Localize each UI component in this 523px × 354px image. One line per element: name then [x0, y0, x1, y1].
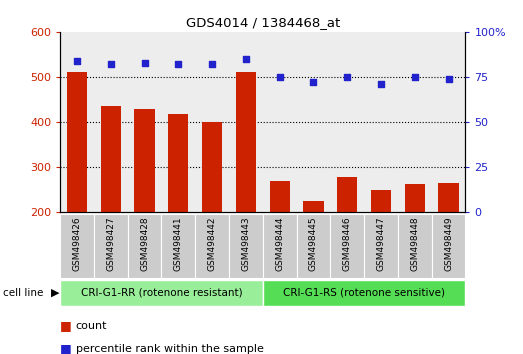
Bar: [168, 114, 188, 212]
Bar: [297, 214, 331, 278]
Text: GSM498442: GSM498442: [208, 216, 217, 270]
Point: [343, 74, 351, 80]
Bar: [337, 177, 357, 212]
Point: [411, 74, 419, 80]
Bar: [202, 122, 222, 212]
Text: GSM498427: GSM498427: [106, 216, 115, 271]
Bar: [60, 32, 94, 212]
Text: GSM498448: GSM498448: [411, 216, 419, 271]
Point: [242, 56, 250, 62]
Bar: [134, 109, 155, 212]
Bar: [236, 73, 256, 212]
Point: [309, 80, 317, 85]
Bar: [263, 32, 297, 212]
Bar: [195, 214, 229, 278]
Point: [377, 81, 385, 87]
Text: GSM498446: GSM498446: [343, 216, 352, 271]
Text: CRI-G1-RR (rotenone resistant): CRI-G1-RR (rotenone resistant): [81, 288, 242, 298]
Text: percentile rank within the sample: percentile rank within the sample: [76, 344, 264, 354]
Bar: [263, 280, 465, 306]
Bar: [67, 73, 87, 212]
Bar: [364, 214, 398, 278]
Bar: [297, 32, 331, 212]
Bar: [263, 214, 297, 278]
Point: [107, 62, 115, 67]
Text: ■: ■: [60, 319, 72, 332]
Bar: [331, 32, 364, 212]
Point: [174, 62, 183, 67]
Bar: [128, 32, 162, 212]
Text: cell line: cell line: [3, 288, 43, 298]
Bar: [100, 106, 121, 212]
Bar: [431, 214, 465, 278]
Bar: [269, 181, 290, 212]
Bar: [162, 214, 195, 278]
Text: GSM498426: GSM498426: [73, 216, 82, 271]
Text: GSM498449: GSM498449: [444, 216, 453, 271]
Title: GDS4014 / 1384468_at: GDS4014 / 1384468_at: [186, 16, 340, 29]
Bar: [364, 32, 398, 212]
Bar: [398, 32, 431, 212]
Text: GSM498443: GSM498443: [242, 216, 251, 271]
Bar: [195, 32, 229, 212]
Text: ■: ■: [60, 342, 72, 354]
Text: count: count: [76, 321, 107, 331]
Bar: [371, 190, 391, 212]
Bar: [398, 214, 431, 278]
Text: GSM498428: GSM498428: [140, 216, 149, 271]
Bar: [94, 32, 128, 212]
Point: [445, 76, 453, 82]
Text: ▶: ▶: [51, 288, 60, 298]
Bar: [303, 201, 324, 212]
Point: [140, 60, 149, 65]
Bar: [60, 214, 94, 278]
Text: GSM498445: GSM498445: [309, 216, 318, 271]
Bar: [94, 214, 128, 278]
Text: GSM498447: GSM498447: [377, 216, 385, 271]
Bar: [438, 183, 459, 212]
Bar: [431, 32, 465, 212]
Text: GSM498441: GSM498441: [174, 216, 183, 271]
Text: CRI-G1-RS (rotenone sensitive): CRI-G1-RS (rotenone sensitive): [283, 288, 445, 298]
Bar: [405, 184, 425, 212]
Point: [276, 74, 284, 80]
Point: [73, 58, 81, 64]
Bar: [229, 214, 263, 278]
Bar: [229, 32, 263, 212]
Point: [208, 62, 217, 67]
Bar: [331, 214, 364, 278]
Bar: [162, 32, 195, 212]
Bar: [128, 214, 162, 278]
Text: GSM498444: GSM498444: [275, 216, 284, 270]
Bar: [60, 280, 263, 306]
